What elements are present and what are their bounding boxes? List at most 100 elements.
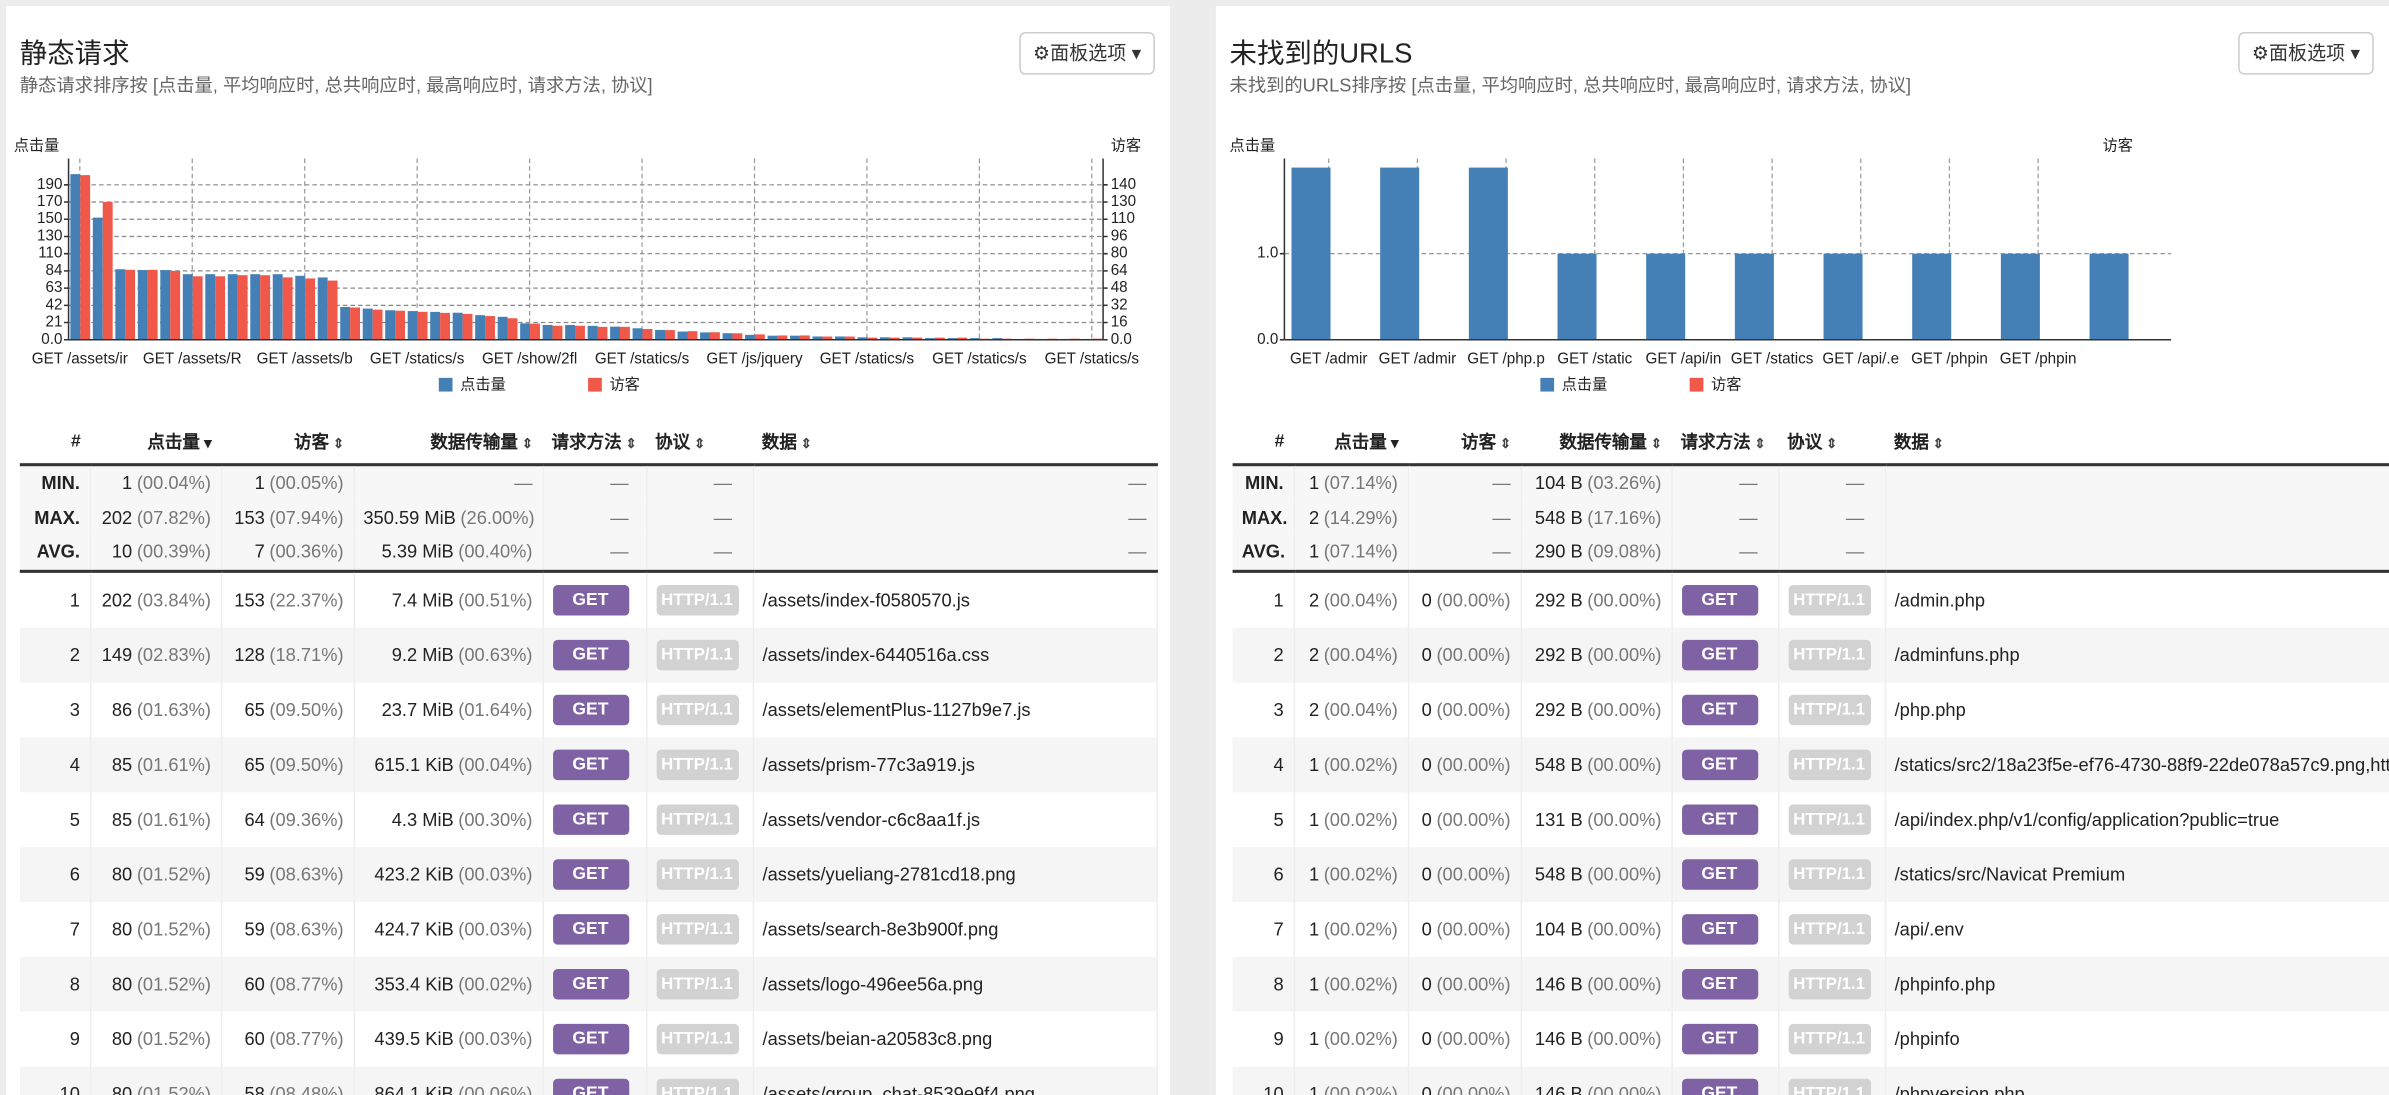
cell-percent: (09.50%) bbox=[269, 753, 344, 775]
cell-value: 2 bbox=[1308, 506, 1320, 529]
cell: HTTP/1.1 bbox=[1778, 901, 1886, 957]
cell: 1 (00.05%) bbox=[220, 464, 355, 501]
cell-percent: (00.00%) bbox=[1436, 588, 1511, 611]
x-tick-label: GET /show/2fl bbox=[482, 351, 577, 368]
column-header[interactable]: 访客 bbox=[220, 420, 354, 467]
bar bbox=[709, 332, 720, 340]
cell-value: 104 B bbox=[1534, 917, 1583, 940]
column-header[interactable]: 数据 bbox=[752, 420, 1157, 467]
summary-row: AVG. 1 (07.14%) —290 B (09.08%) — — bbox=[1232, 534, 2389, 573]
cell: /statics/src/Navicat Premium bbox=[1884, 846, 2389, 902]
cell: 0 (00.00%) bbox=[1407, 1065, 1522, 1095]
cell-percent: (00.00%) bbox=[1436, 808, 1511, 830]
x-tick-label: GET /admir bbox=[1379, 351, 1457, 368]
cell-text: 3 bbox=[1273, 698, 1284, 720]
cell-percent: (01.61%) bbox=[136, 808, 212, 830]
cell-value: 0 bbox=[1421, 698, 1432, 720]
summary-label: AVG. bbox=[1232, 534, 1295, 573]
legend-label: 点击量 bbox=[1562, 376, 1608, 393]
cell: GET bbox=[542, 901, 647, 957]
cell: GET bbox=[1671, 846, 1779, 902]
cell-text: — bbox=[1739, 506, 1758, 529]
summary-row: AVG. 10 (00.39%) 7 (00.36%) 5.39 MiB (00.40%) —… bbox=[19, 534, 1158, 573]
panel-title: 静态请求 bbox=[19, 38, 130, 69]
column-header[interactable]: 点击量 bbox=[89, 420, 221, 467]
cell: — bbox=[646, 534, 754, 573]
column-header[interactable]: 数据传输量 bbox=[1520, 420, 1672, 467]
bar bbox=[777, 335, 788, 340]
protocol-badge: HTTP/1.1 bbox=[655, 584, 739, 615]
cell-percent: (00.00%) bbox=[1436, 1027, 1511, 1049]
table-row: 8 80 (01.52%) 60 (08.77%) 353.4 KiB (00.02%) GE… bbox=[19, 956, 1158, 1011]
bar bbox=[417, 311, 428, 340]
cell-text: 6 bbox=[1273, 863, 1284, 885]
cell-value: 23.7 MiB bbox=[381, 698, 454, 720]
cell: 615.1 KiB (00.04%) bbox=[353, 736, 544, 792]
bar bbox=[687, 331, 698, 340]
cell-text: — bbox=[610, 472, 629, 495]
column-header[interactable]: 点击量 bbox=[1293, 420, 1408, 467]
x-tick-label: GET /statics/s bbox=[820, 351, 915, 368]
cell: 153 (22.37%) bbox=[220, 570, 355, 627]
bar bbox=[700, 332, 710, 340]
table-row: 3 86 (01.63%) 65 (09.50%) 23.7 MiB (01.64%) GET… bbox=[19, 681, 1158, 737]
cell-percent: (00.00%) bbox=[1587, 588, 1662, 611]
cell-text: /assets/group_chat-8539e9f4.png bbox=[762, 1082, 1036, 1095]
y-tick-label: 110 bbox=[38, 245, 62, 262]
data-table: #点击量访客数据传输量请求方法协议数据MIN.1(07.14%)—104 B(0… bbox=[1232, 420, 2389, 1095]
bar bbox=[2089, 253, 2129, 340]
cell-text: /phpinfo.php bbox=[1894, 972, 1996, 995]
cell: 80 (01.52%) bbox=[89, 846, 222, 902]
y-tick-label: 0.0 bbox=[1257, 331, 1278, 348]
cell-value: 128 bbox=[234, 643, 265, 666]
panel-options-button[interactable]: 面板选项 bbox=[1019, 31, 1155, 75]
cell: HTTP/1.1 bbox=[646, 846, 754, 902]
cell: HTTP/1.1 bbox=[646, 1010, 754, 1066]
bar bbox=[992, 338, 1003, 340]
cell-text: 4 bbox=[1273, 753, 1284, 775]
column-header[interactable]: 协议 bbox=[1778, 420, 1885, 467]
cell: GET bbox=[542, 1010, 647, 1066]
cell: — bbox=[752, 500, 1158, 535]
cell: 0 (00.00%) bbox=[1407, 681, 1522, 737]
cell-text: 3 bbox=[69, 698, 80, 720]
cell-text: /assets/prism-77c3a919.js bbox=[762, 753, 975, 775]
x-tick-label: GET /phpin bbox=[1911, 351, 1988, 368]
cell: 290 B (09.08%) bbox=[1520, 534, 1673, 573]
column-header[interactable]: 协议 bbox=[646, 420, 753, 467]
protocol-badge: HTTP/1.1 bbox=[1787, 913, 1871, 944]
panel: 未找到的URLS 未找到的URLS排序按 [点击量, 平均响应时, 总共响应时, … bbox=[1215, 6, 2389, 1095]
bar bbox=[812, 336, 823, 340]
method-badge: GET bbox=[552, 748, 629, 780]
cell-text: /assets/beian-a20583c8.png bbox=[762, 1027, 993, 1049]
cell: 9.2 MiB (00.63%) bbox=[353, 626, 544, 682]
y2-tick-label: 64 bbox=[1111, 262, 1128, 279]
x-tick-label: GET /api/in bbox=[1645, 351, 1721, 368]
column-header[interactable]: 数据 bbox=[1884, 420, 2389, 467]
cell-percent: (02.83%) bbox=[136, 643, 212, 666]
panel-options-button[interactable]: 面板选项 bbox=[2238, 31, 2374, 75]
cell: — bbox=[1778, 534, 1886, 573]
cell: 1 (00.02%) bbox=[1293, 846, 1409, 902]
cell-text: 2 bbox=[69, 643, 80, 666]
cell: 0 (00.00%) bbox=[1407, 736, 1522, 792]
legend-label: 访客 bbox=[1711, 376, 1741, 393]
protocol-badge: HTTP/1.1 bbox=[655, 858, 739, 890]
column-header[interactable]: 数据传输量 bbox=[353, 420, 543, 467]
cell: HTTP/1.1 bbox=[1778, 956, 1886, 1011]
y-axis-title: 点击量 bbox=[1230, 137, 1276, 154]
legend-swatch bbox=[1540, 377, 1555, 392]
cell: HTTP/1.1 bbox=[1778, 681, 1886, 737]
cell: HTTP/1.1 bbox=[646, 791, 754, 847]
cell-percent: (00.00%) bbox=[1587, 808, 1662, 830]
legend-swatch bbox=[438, 377, 453, 392]
column-header[interactable]: 访客 bbox=[1407, 420, 1521, 467]
column-header[interactable]: 请求方法 bbox=[542, 420, 647, 467]
summary-row: MIN. 1 (00.04%) 1 (00.05%) — — — — bbox=[19, 464, 1158, 501]
cell-percent: (00.00%) bbox=[1587, 1027, 1662, 1049]
column-header: # bbox=[19, 420, 90, 467]
cell-value: 65 bbox=[244, 698, 265, 720]
column-header[interactable]: 请求方法 bbox=[1671, 420, 1779, 467]
